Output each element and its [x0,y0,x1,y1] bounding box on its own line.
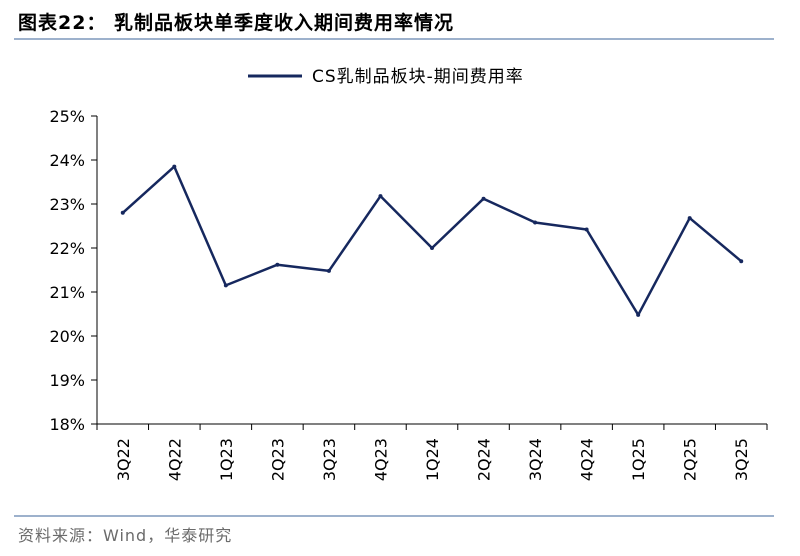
y-tick-label: 21% [49,283,85,302]
y-axis: 18% 19% 20% 21% 22% 23% 24% 25% [49,107,98,434]
legend-label: CS乳制品板块-期间费用率 [312,67,524,87]
y-tick-label: 23% [49,195,85,214]
data-point [378,194,383,199]
x-tick-label: 2Q25 [681,438,700,481]
y-tick-label: 24% [49,151,85,170]
x-tick-label: 1Q23 [217,438,236,481]
data-point [326,268,331,273]
x-tick-label: 4Q24 [578,438,597,481]
y-tick-label: 19% [49,371,85,390]
y-tick-label: 20% [49,327,85,346]
y-tick-label: 22% [49,239,85,258]
data-point [430,246,434,250]
data-point [636,312,641,317]
x-tick-label: 2Q24 [475,438,494,481]
data-point [172,164,177,169]
x-tick-label: 3Q24 [526,438,545,481]
y-tick-label: 25% [49,107,85,126]
data-point [739,259,744,264]
data-point [120,210,125,215]
x-tick-label: 1Q25 [629,438,648,481]
source-divider [14,515,774,517]
data-point [223,283,228,288]
series-group [120,164,744,317]
data-point [687,216,692,221]
source-note: 资料来源：Wind，华泰研究 [18,526,233,545]
legend: CS乳制品板块-期间费用率 [248,67,524,87]
x-tick-label: 4Q22 [165,438,184,481]
data-point [275,262,280,267]
x-tick-label: 1Q24 [423,438,442,481]
data-point [584,227,589,232]
x-tick-label: 3Q25 [732,438,751,481]
series-line [121,165,743,317]
x-tick-label: 3Q23 [320,438,339,481]
y-tick-label: 18% [49,415,85,434]
x-tick-label: 3Q22 [114,438,133,481]
x-tick-label: 4Q23 [371,438,390,481]
title-divider [14,38,774,40]
data-point [533,220,538,225]
x-axis: 3Q22 4Q22 1Q23 2Q23 3Q23 4Q23 1Q24 2Q24 3Q24 4Q24… [96,423,768,481]
data-point [481,196,486,201]
x-tick-label: 2Q23 [268,438,287,481]
figure-title: 图表22： 乳制品板块单季度收入期间费用率情况 [18,12,455,34]
